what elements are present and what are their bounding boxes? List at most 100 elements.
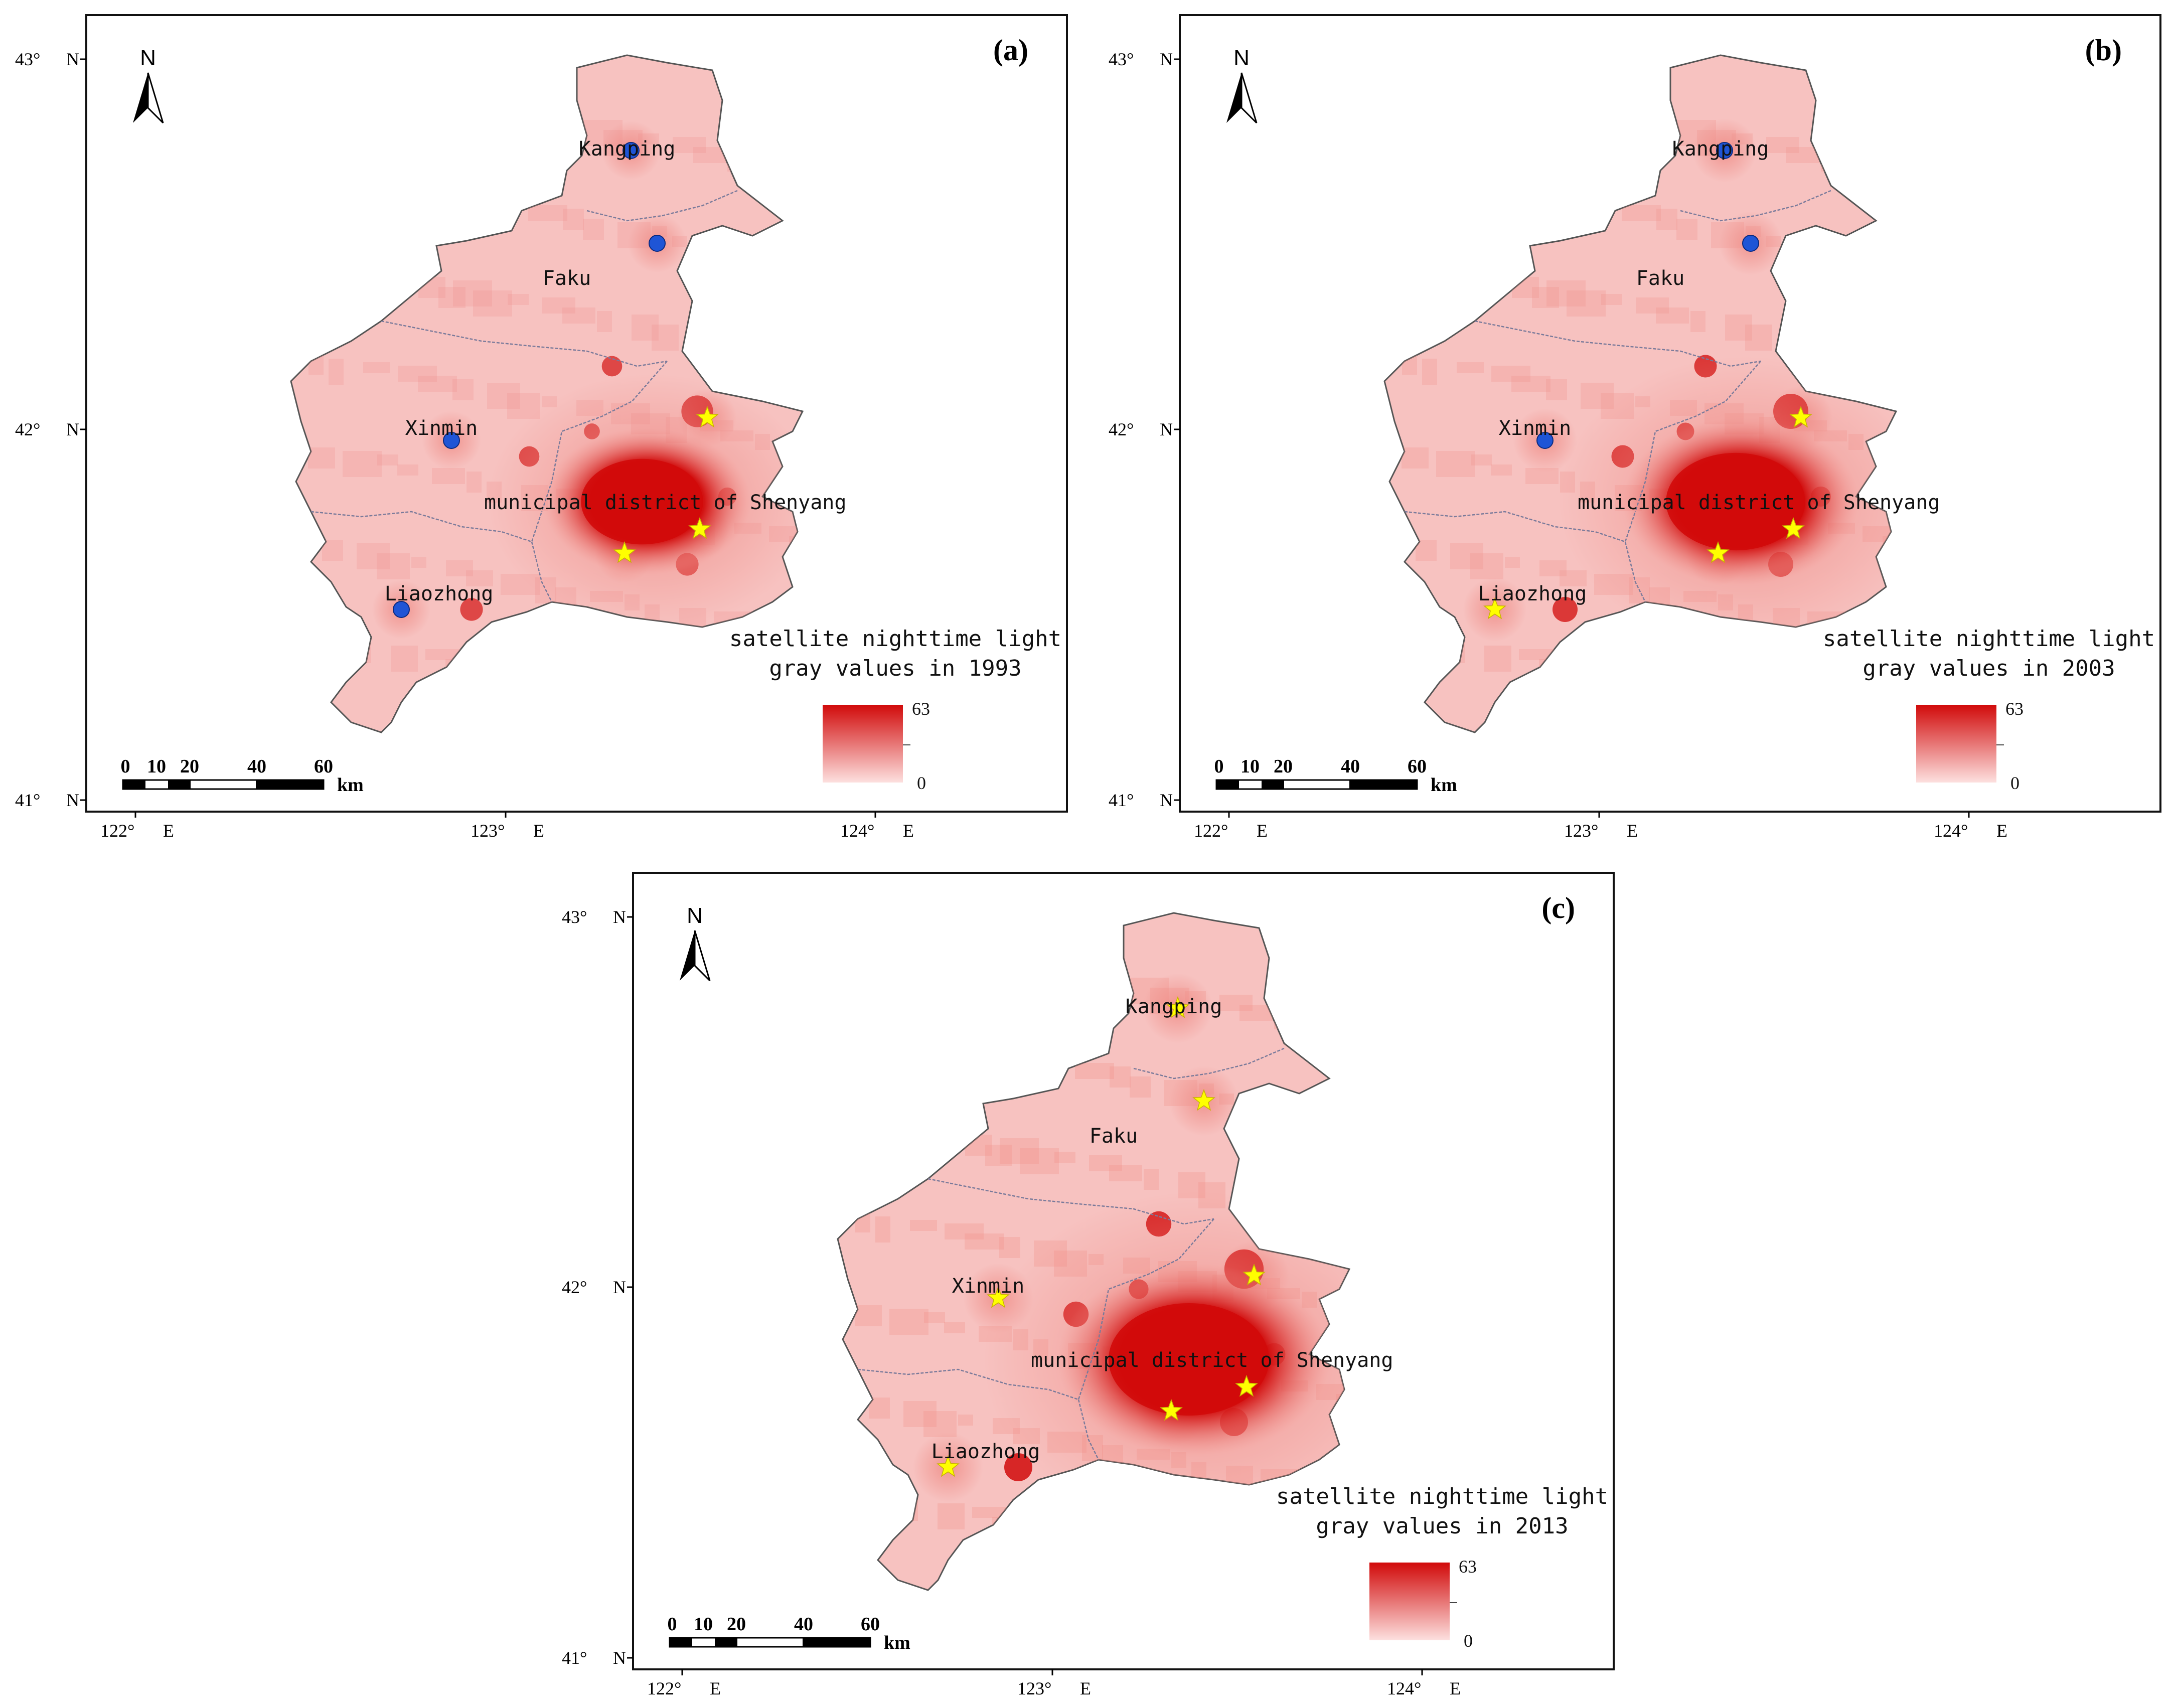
- light-speckle: [535, 676, 568, 697]
- light-speckle: [384, 175, 417, 196]
- light-speckle: [1883, 437, 1896, 458]
- light-speckle: [1587, 202, 1614, 213]
- light-speckle: [862, 1579, 889, 1590]
- lon-suffix: E: [903, 821, 914, 841]
- light-speckle: [494, 202, 521, 213]
- light-speckle: [563, 209, 584, 230]
- light-speckle: [1096, 974, 1123, 995]
- scale-seg: [256, 780, 324, 789]
- scale-tick-label: 60: [1408, 756, 1427, 777]
- lat-label: 41°: [15, 790, 40, 810]
- light-speckle: [762, 154, 789, 180]
- light-speckle: [467, 472, 482, 493]
- light-speckle: [1519, 649, 1558, 660]
- minor-light-blob: [460, 598, 483, 621]
- light-speckle: [1110, 1066, 1131, 1088]
- scale-tick-label: 20: [727, 1614, 746, 1635]
- light-speckle: [432, 468, 465, 484]
- light-speckle: [1006, 957, 1039, 968]
- light-speckle: [397, 464, 418, 476]
- light-speckle: [624, 693, 651, 704]
- light-speckle: [1745, 325, 1772, 351]
- lat-suffix: N: [613, 1277, 626, 1297]
- light-speckle: [329, 260, 362, 271]
- light-speckle: [446, 560, 473, 576]
- light-speckle: [1130, 1076, 1151, 1098]
- light-speckle: [1656, 209, 1677, 230]
- legend-colorbar: [823, 705, 903, 783]
- lon-label: 122°: [647, 1678, 681, 1698]
- light-speckle: [931, 1032, 964, 1053]
- light-speckle: [1622, 205, 1661, 221]
- legend-min: 0: [1464, 1631, 1473, 1651]
- light-speckle: [1109, 1165, 1142, 1181]
- district-boundary: [531, 541, 553, 602]
- light-speckle: [1329, 1575, 1344, 1586]
- light-speckle: [1546, 379, 1567, 400]
- light-speckle: [404, 185, 437, 206]
- lat-suffix: N: [1160, 419, 1173, 439]
- district-boundary: [1133, 1047, 1285, 1079]
- light-speckle: [686, 328, 725, 339]
- light-speckle: [1144, 1169, 1159, 1190]
- scale-tick-label: 40: [247, 756, 266, 777]
- light-speckle: [357, 543, 390, 569]
- light-speckle: [1532, 287, 1559, 308]
- light-speckle: [439, 188, 454, 214]
- light-speckle: [1477, 273, 1492, 289]
- map-frame: [85, 14, 1068, 813]
- place-kangping: Kangping: [579, 137, 676, 161]
- light-speckle: [1470, 553, 1503, 579]
- light-speckle: [487, 383, 520, 409]
- light-speckle: [1041, 961, 1056, 977]
- urban-core-center: [1109, 1303, 1269, 1416]
- light-speckle: [1608, 113, 1623, 129]
- blue-dot-marker: [649, 235, 666, 252]
- light-speckle: [1800, 239, 1827, 255]
- light-speckle: [855, 1206, 870, 1232]
- light-speckle: [384, 273, 399, 289]
- lat-suffix: N: [66, 419, 79, 439]
- light-speckle: [862, 1025, 901, 1036]
- light-speckle: [597, 311, 612, 332]
- light-speckle: [1061, 1524, 1095, 1545]
- light-speckle: [1464, 82, 1503, 103]
- panel-letter: (a): [993, 34, 1028, 67]
- legend-title-line1: satellite nighttime light: [1823, 626, 2155, 652]
- light-speckle: [1484, 646, 1511, 672]
- light-speckle: [514, 113, 529, 129]
- light-speckle: [1254, 1097, 1281, 1113]
- scale-unit: km: [337, 774, 364, 796]
- light-speckle: [1780, 328, 1819, 339]
- light-speckle: [569, 680, 584, 706]
- map-panel-b: (b) N 43° N 42° N 41° N 122° E 123° E 124° E Kangping F…: [1094, 0, 2172, 853]
- light-speckle: [1855, 253, 1894, 274]
- legend-title-line2: gray values in 2013: [1316, 1513, 1568, 1539]
- light-speckle: [1725, 315, 1752, 341]
- study-region: [290, 54, 804, 733]
- light-speckle: [945, 1223, 984, 1239]
- scale-seg: [123, 780, 145, 789]
- light-speckle: [1274, 1008, 1289, 1029]
- light-speckle: [474, 192, 501, 203]
- light-speckle: [1309, 1012, 1336, 1038]
- light-speckle: [1450, 543, 1483, 569]
- light-speckle: [301, 629, 335, 645]
- scale-tick-label: 40: [794, 1614, 813, 1635]
- scale-tick-label: 20: [1274, 756, 1293, 777]
- legend-title-line1: satellite nighttime light: [729, 626, 1061, 652]
- light-speckle: [542, 297, 575, 314]
- place-xinmin: Xinmin: [952, 1275, 1025, 1298]
- district-boundary: [586, 190, 738, 222]
- light-speckle: [1457, 362, 1484, 373]
- light-speckle: [1766, 137, 1799, 153]
- light-speckle: [986, 1046, 1001, 1072]
- light-speckle: [693, 147, 726, 163]
- lon-label: 122°: [100, 821, 134, 841]
- light-speckle: [1443, 270, 1476, 281]
- light-speckle: [1642, 116, 1669, 137]
- light-speckle: [1429, 79, 1456, 95]
- light-speckle: [965, 1233, 1004, 1250]
- light-speckle: [790, 437, 803, 458]
